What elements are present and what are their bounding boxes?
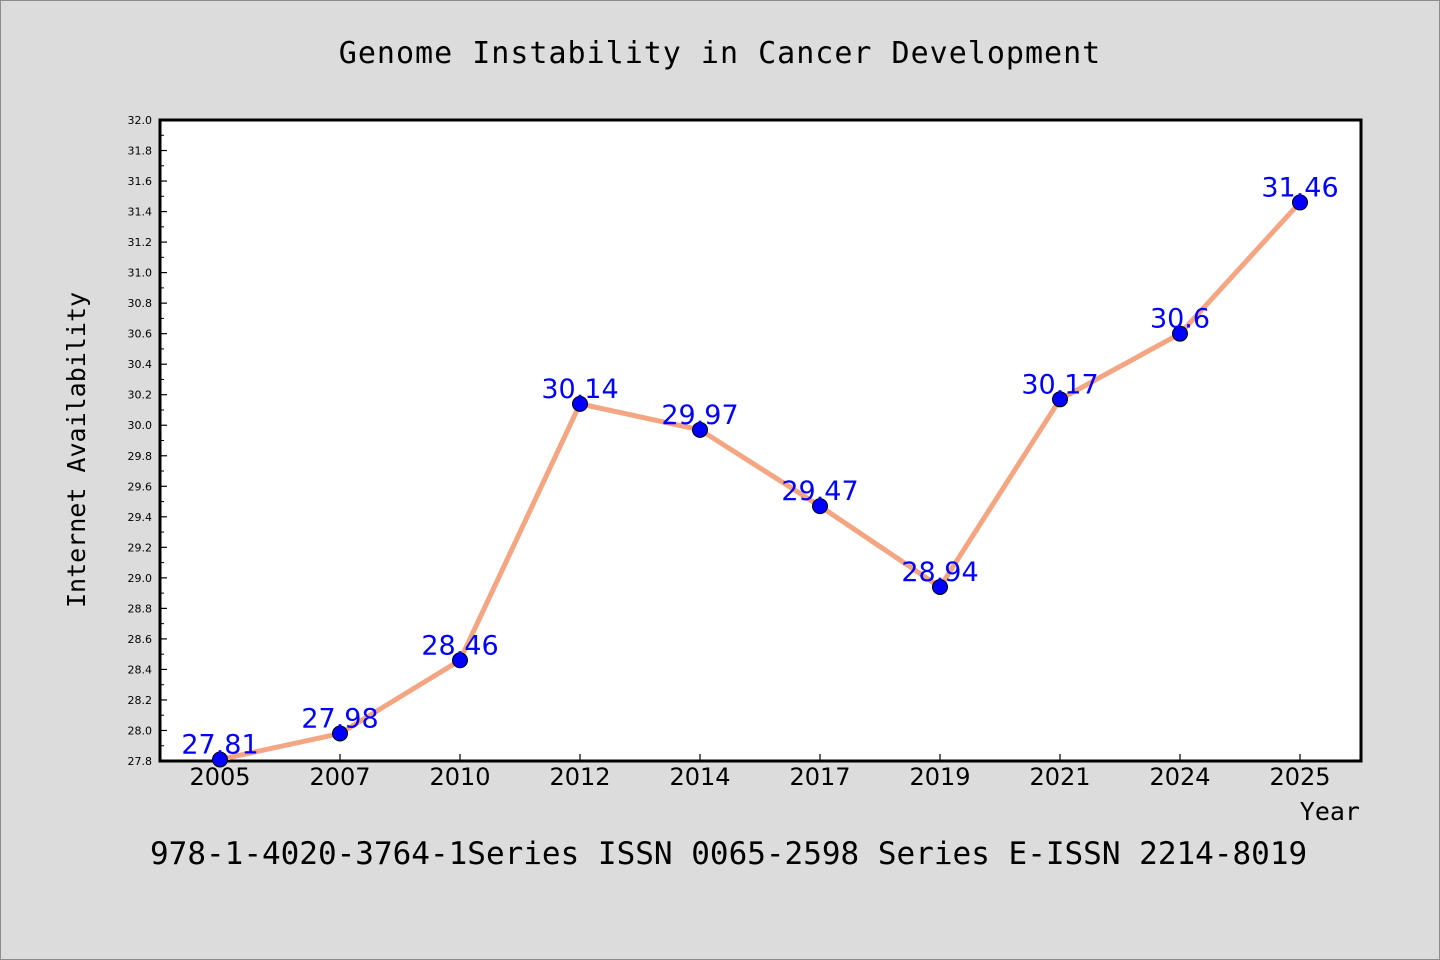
chart-title: Genome Instability in Cancer Development	[339, 36, 1101, 71]
data-point-marker	[1292, 194, 1308, 211]
data-label: 28.94	[901, 557, 978, 588]
data-label: 27.81	[181, 729, 258, 760]
x-tick-label: 2007	[309, 763, 370, 791]
data-label: 30.6	[1150, 304, 1210, 335]
x-tick-label: 2019	[909, 763, 970, 791]
data-point-marker	[1172, 325, 1188, 342]
y-tick-label: 31.0	[128, 267, 153, 280]
x-tick-label: 2021	[1029, 763, 1090, 791]
plot-area	[158, 118, 1363, 763]
series-line-group	[217, 199, 1303, 762]
y-tick-label: 31.6	[128, 175, 153, 188]
y-tick-label: 29.0	[128, 572, 153, 585]
x-tick-label: 2012	[549, 763, 610, 791]
y-axis-label: Internet Availability	[62, 292, 91, 608]
data-point-marker	[332, 725, 348, 742]
data-label: 28.46	[421, 630, 498, 661]
data-point-marker	[212, 751, 228, 768]
data-point-marker	[452, 652, 468, 669]
y-tick-label: 31.4	[128, 206, 153, 219]
y-tick-label: 30.2	[128, 389, 153, 402]
data-labels-group: 27.81 27.98 28.46 30.14 29.97 29.47 28.94 30.17…	[181, 172, 1338, 760]
y-tick-label: 27.8	[128, 755, 153, 768]
data-point-marker	[692, 421, 708, 438]
x-tick-label: 2017	[789, 763, 850, 791]
x-tick-label: 2025	[1269, 763, 1330, 791]
data-point-marker	[932, 579, 948, 596]
footer-isbn-issn: 978-1-4020-3764-1Series ISSN 0065-2598 S…	[150, 836, 1307, 872]
x-tick-label: 2014	[669, 763, 730, 791]
x-tick-label: 2005	[189, 763, 250, 791]
y-tick-label: 30.8	[128, 297, 153, 310]
data-point-marker	[1052, 391, 1068, 408]
data-label: 29.97	[661, 400, 738, 431]
y-tick-label: 29.6	[128, 480, 153, 493]
y-tick-label: 31.2	[128, 236, 153, 249]
series-line	[217, 199, 1303, 762]
y-tick-label: 28.6	[128, 633, 153, 646]
y-tick-label: 32.0	[128, 114, 153, 127]
data-label: 31.46	[1261, 172, 1338, 203]
y-tick-label: 28.4	[128, 663, 153, 676]
data-label: 27.98	[301, 704, 378, 735]
y-tick-label: 30.0	[128, 419, 153, 432]
x-axis-label: Year	[1300, 797, 1360, 826]
data-point-marker	[812, 498, 828, 515]
x-tick-label: 2010	[429, 763, 490, 791]
data-label: 30.17	[1021, 369, 1098, 400]
data-label: 29.47	[781, 476, 858, 507]
data-point-marker	[572, 395, 588, 412]
y-axis: 27.8 28.0 28.2 28.4 28.6 28.8 29.0 29.2 29.4 29.6…	[128, 114, 167, 768]
y-tick-label: 30.6	[128, 328, 153, 341]
y-tick-label: 28.2	[128, 694, 153, 707]
x-tick-label: 2024	[1149, 763, 1210, 791]
y-tick-label: 30.4	[128, 358, 153, 371]
series-markers-group	[212, 194, 1308, 768]
y-tick-label: 29.4	[128, 511, 153, 524]
y-tick-label: 28.8	[128, 602, 153, 615]
y-tick-label: 28.0	[128, 724, 153, 737]
y-tick-label: 29.2	[128, 541, 153, 554]
y-tick-label: 31.8	[128, 145, 153, 158]
y-tick-label: 29.8	[128, 450, 153, 463]
x-axis: 2005 2007 2010 2012 2014 2017 2019 2021 2024 2025	[189, 754, 1331, 791]
data-label: 30.14	[541, 374, 618, 405]
